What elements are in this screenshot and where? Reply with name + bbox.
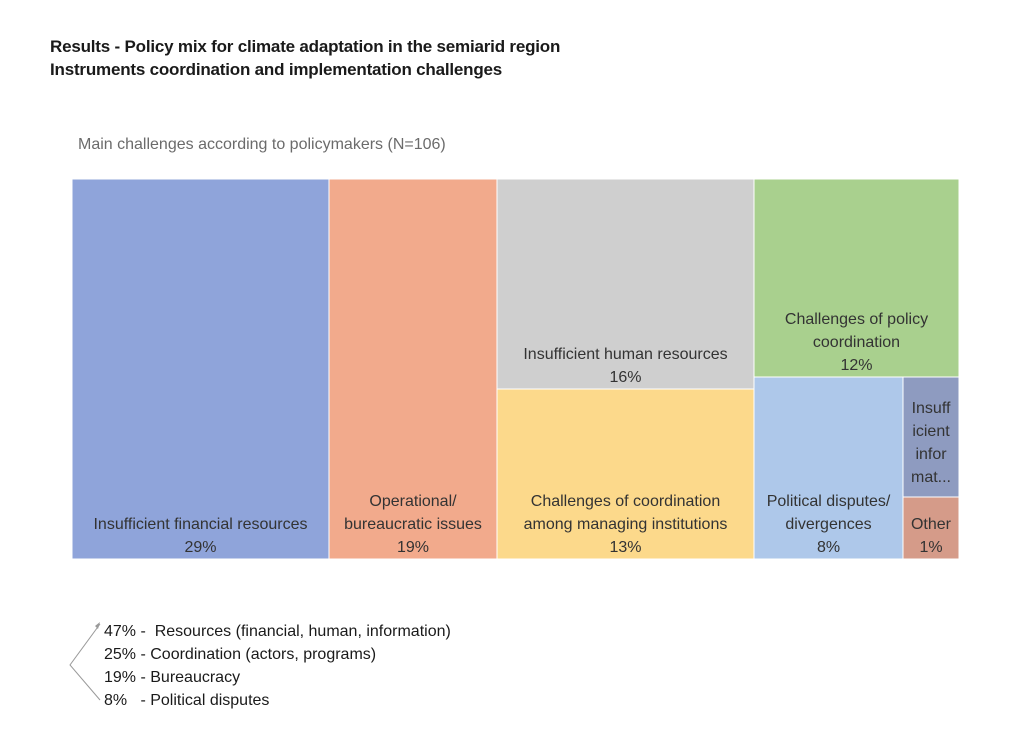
treemap-cell: Insufficient human resources 16% — [496, 178, 755, 390]
note-line: 47% - Resources (financial, human, infor… — [104, 623, 451, 640]
treemap-label: mat... — [911, 469, 951, 486]
treemap-label: Other — [911, 516, 952, 533]
treemap-label: Operational/ — [369, 493, 457, 510]
treemap-label: 12% — [840, 357, 872, 374]
treemap-rect — [753, 178, 960, 378]
note-line: 8% - Political disputes — [104, 692, 270, 709]
treemap-cell: Political disputes/divergences 8% — [753, 376, 904, 560]
treemap-label: divergences — [785, 516, 871, 533]
treemap-label: icient — [912, 423, 950, 440]
treemap-label: among managing institutions — [524, 516, 728, 533]
treemap-cell: Challenges of policy coordination 12% — [753, 178, 960, 378]
treemap-label: Insufficient human resources — [523, 346, 727, 363]
treemap-label: 29% — [184, 539, 216, 556]
treemap-cell: Insuff icient infor mat... — [902, 376, 960, 498]
slide-subtitle: Instruments coordination and implementat… — [50, 60, 503, 79]
slide-title: Results - Policy mix for climate adaptat… — [50, 37, 561, 56]
note-line: 19% - Bureaucracy — [104, 669, 241, 686]
chart-title: Main challenges according to policymaker… — [78, 136, 446, 153]
treemap-label: 16% — [609, 369, 641, 386]
treemap-label: infor — [915, 446, 947, 463]
treemap-rect — [753, 376, 904, 560]
treemap-cell: Insufficient financial resources 29% — [71, 178, 330, 560]
summary-notes: 47% - Resources (financial, human, infor… — [104, 620, 451, 712]
treemap-cell: Challenges of coordination among managing… — [496, 388, 755, 560]
treemap-label: 1% — [919, 539, 942, 556]
treemap-rect — [902, 496, 960, 560]
treemap-label: Challenges of coordination — [531, 493, 720, 510]
treemap-label: 13% — [609, 539, 641, 556]
treemap-label: coordination — [813, 334, 900, 351]
treemap-rect — [71, 178, 330, 560]
treemap-label: 8% — [817, 539, 840, 556]
treemap-cell: Other 1% — [902, 496, 960, 560]
treemap-rect — [496, 388, 755, 560]
treemap-rect — [496, 178, 755, 390]
note-line: 25% - Coordination (actors, programs) — [104, 646, 377, 663]
treemap-rect — [902, 376, 960, 498]
bracket-arrow — [69, 622, 101, 701]
treemap-label: 19% — [397, 539, 429, 556]
treemap-label: Insufficient financial resources — [93, 516, 307, 533]
treemap-label: Challenges of policy — [785, 311, 928, 328]
treemap-cell: Operational/bureaucratic issues 19% — [328, 178, 498, 560]
treemap-label: Insuff — [912, 400, 951, 417]
treemap-rect — [328, 178, 498, 560]
treemap-label: Political disputes/ — [767, 493, 891, 510]
treemap-chart: Insufficient financial resources 29% Opera… — [71, 178, 960, 560]
treemap-label: bureaucratic issues — [344, 516, 482, 533]
